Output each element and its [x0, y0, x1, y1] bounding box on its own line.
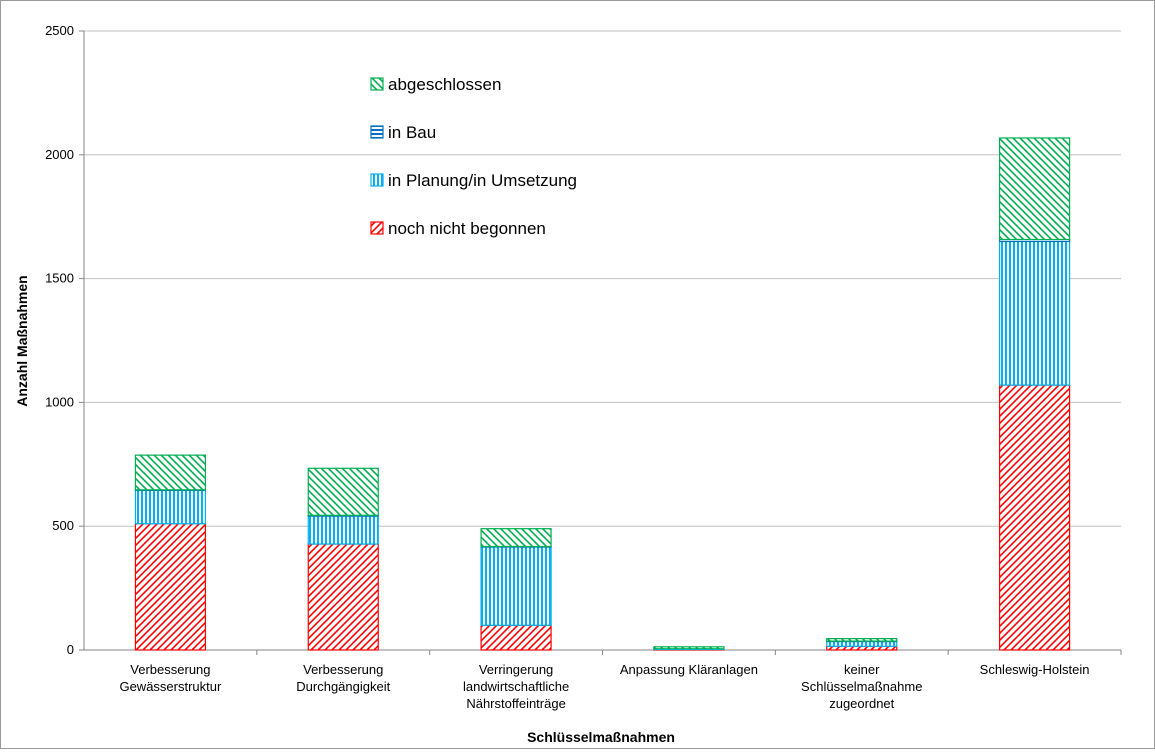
- legend-label: noch nicht begonnen: [388, 219, 546, 238]
- bar-segment-vertical: [998, 240, 1071, 386]
- bar-segment-diag-down: [134, 454, 207, 491]
- bar-segment-vertical: [134, 489, 207, 525]
- x-tick-label: Verringerung landwirtschaftliche Nährstoff…: [463, 662, 569, 711]
- bar-segment-vertical: [307, 515, 379, 545]
- x-tick-labels: Verbesserung Gewässerstruktur Verbesserung…: [119, 662, 1089, 711]
- bar-segment-diag-down: [480, 528, 552, 548]
- y-tick-label: 2500: [45, 23, 74, 38]
- x-axis-title: Schlüsselmaßnahmen: [527, 729, 675, 745]
- bar-segment-diag-up: [134, 523, 207, 651]
- x-tick-label: Schleswig-Holstein: [980, 662, 1090, 677]
- y-tick-label: 2000: [45, 147, 74, 162]
- legend-label: abgeschlossen: [388, 75, 501, 94]
- y-tick-label: 0: [67, 642, 74, 657]
- y-tick-label: 1000: [45, 394, 74, 409]
- bar-segment-diag-down: [653, 646, 725, 650]
- x-tick-label: Verbesserung Durchgängigkeit: [296, 662, 390, 694]
- bar-segment-diag-up: [307, 543, 379, 651]
- bar-segment-diag-up: [480, 624, 552, 651]
- legend-swatch: [370, 221, 384, 235]
- y-tick-label: 500: [52, 518, 74, 533]
- legend-label: in Bau: [388, 123, 436, 142]
- bar-segment-diag-down: [998, 137, 1071, 241]
- legend-swatch: [370, 173, 384, 187]
- bar-segment-vertical: [480, 546, 552, 626]
- y-axis-title: Anzahl Maßnahmen: [14, 275, 30, 406]
- x-tick-label: Verbesserung Gewässerstruktur: [119, 662, 222, 694]
- gridlines: [79, 30, 1122, 655]
- x-tick-label: Anpassung Kläranlagen: [620, 662, 758, 677]
- legend-swatch: [370, 77, 384, 91]
- x-tick-label: keiner Schlüsselmaßnahme zugeordnet: [801, 662, 922, 711]
- bar-segment-diag-up: [998, 384, 1071, 651]
- y-tick-label: 1500: [45, 271, 74, 286]
- axes: [83, 31, 1121, 651]
- bar-segment-diag-down: [826, 638, 898, 642]
- legend-swatch: [370, 125, 384, 139]
- legend-label: in Planung/in Umsetzung: [388, 171, 577, 190]
- bar-segment-diag-down: [307, 467, 379, 516]
- bars: [134, 137, 1071, 651]
- legend: abgeschlossen in Bau in Planung/in Umsetzu…: [370, 75, 577, 238]
- y-tick-labels: 0 500 1000 1500 2000 2500: [45, 23, 74, 657]
